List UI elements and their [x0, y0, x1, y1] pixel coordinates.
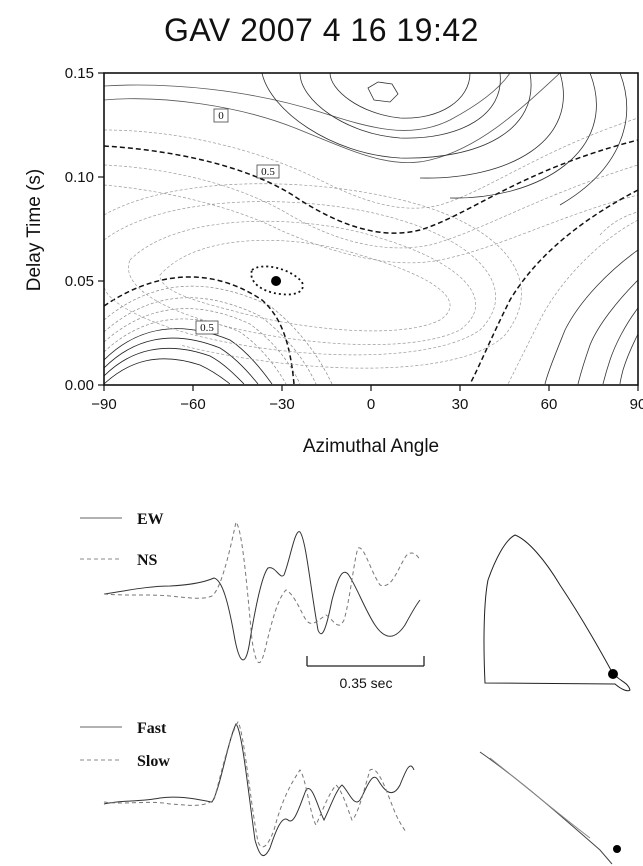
pm-lower-start-dot: [613, 845, 621, 853]
trace-slow: [103, 721, 407, 848]
legend-slow-label: Slow: [137, 753, 170, 770]
legend-slow: Slow: [80, 753, 170, 770]
pm-upper-start-dot: [608, 669, 618, 679]
y-tick-label: 0.15: [65, 65, 94, 82]
pm-lower: [479, 751, 621, 865]
legend-ns: NS: [80, 552, 158, 569]
x-axis-title: Azimuthal Angle: [303, 436, 439, 457]
x-tick-label: −60: [180, 396, 205, 413]
x-tick-label: 0: [367, 396, 375, 413]
fast-slow-panel: Fast Slow: [80, 720, 621, 865]
legend-ew-label: EW: [137, 511, 164, 528]
legend-fast: Fast: [80, 720, 167, 737]
x-tick-label: −90: [91, 396, 116, 413]
pm-upper: [483, 534, 631, 692]
contour-label-lower-05: 0.5: [195, 320, 219, 335]
time-scale-bar: 0.35 sec: [306, 656, 425, 691]
legend-fast-label: Fast: [137, 720, 167, 737]
chart-title: GAV 2007 4 16 19:42: [164, 12, 479, 48]
contour-label-0-text: 0: [218, 110, 224, 122]
best-fit-point: [271, 276, 282, 286]
contour-label-lower-05-text: 0.5: [200, 322, 214, 334]
x-tick-label: 30: [452, 396, 469, 413]
contour-label-upper-05-text: 0.5: [261, 166, 275, 178]
scale-bar-label: 0.35 sec: [340, 675, 393, 691]
x-tick-label: 60: [541, 396, 558, 413]
x-tick-label: −30: [269, 396, 294, 413]
y-axis-title: Delay Time (s): [24, 169, 45, 291]
trace-ew: [103, 531, 421, 661]
y-tick-label: 0.05: [65, 273, 94, 290]
ew-ns-panel: EW NS: [80, 511, 631, 692]
y-tick-label: 0.00: [65, 377, 94, 394]
legend-ns-label: NS: [137, 552, 158, 569]
contour-lines: [104, 73, 638, 385]
x-axis: −90 −60 −30 0 30 60 90: [91, 385, 643, 413]
x-tick-label: 90: [630, 396, 643, 413]
y-axis: 0.00 0.05 0.10 0.15: [65, 65, 104, 394]
contour-label-0: 0: [213, 108, 229, 123]
trace-ns: [103, 520, 421, 663]
legend-ew: EW: [80, 511, 164, 528]
trace-fast: [103, 723, 415, 856]
contour-plot: 0 0.5 0.5 −90 −60 −30 0 30 60 90 0.000.050.100…: [24, 65, 643, 457]
y-tick-label: 0.10: [65, 169, 94, 186]
contour-label-upper-05: 0.5: [256, 164, 280, 179]
